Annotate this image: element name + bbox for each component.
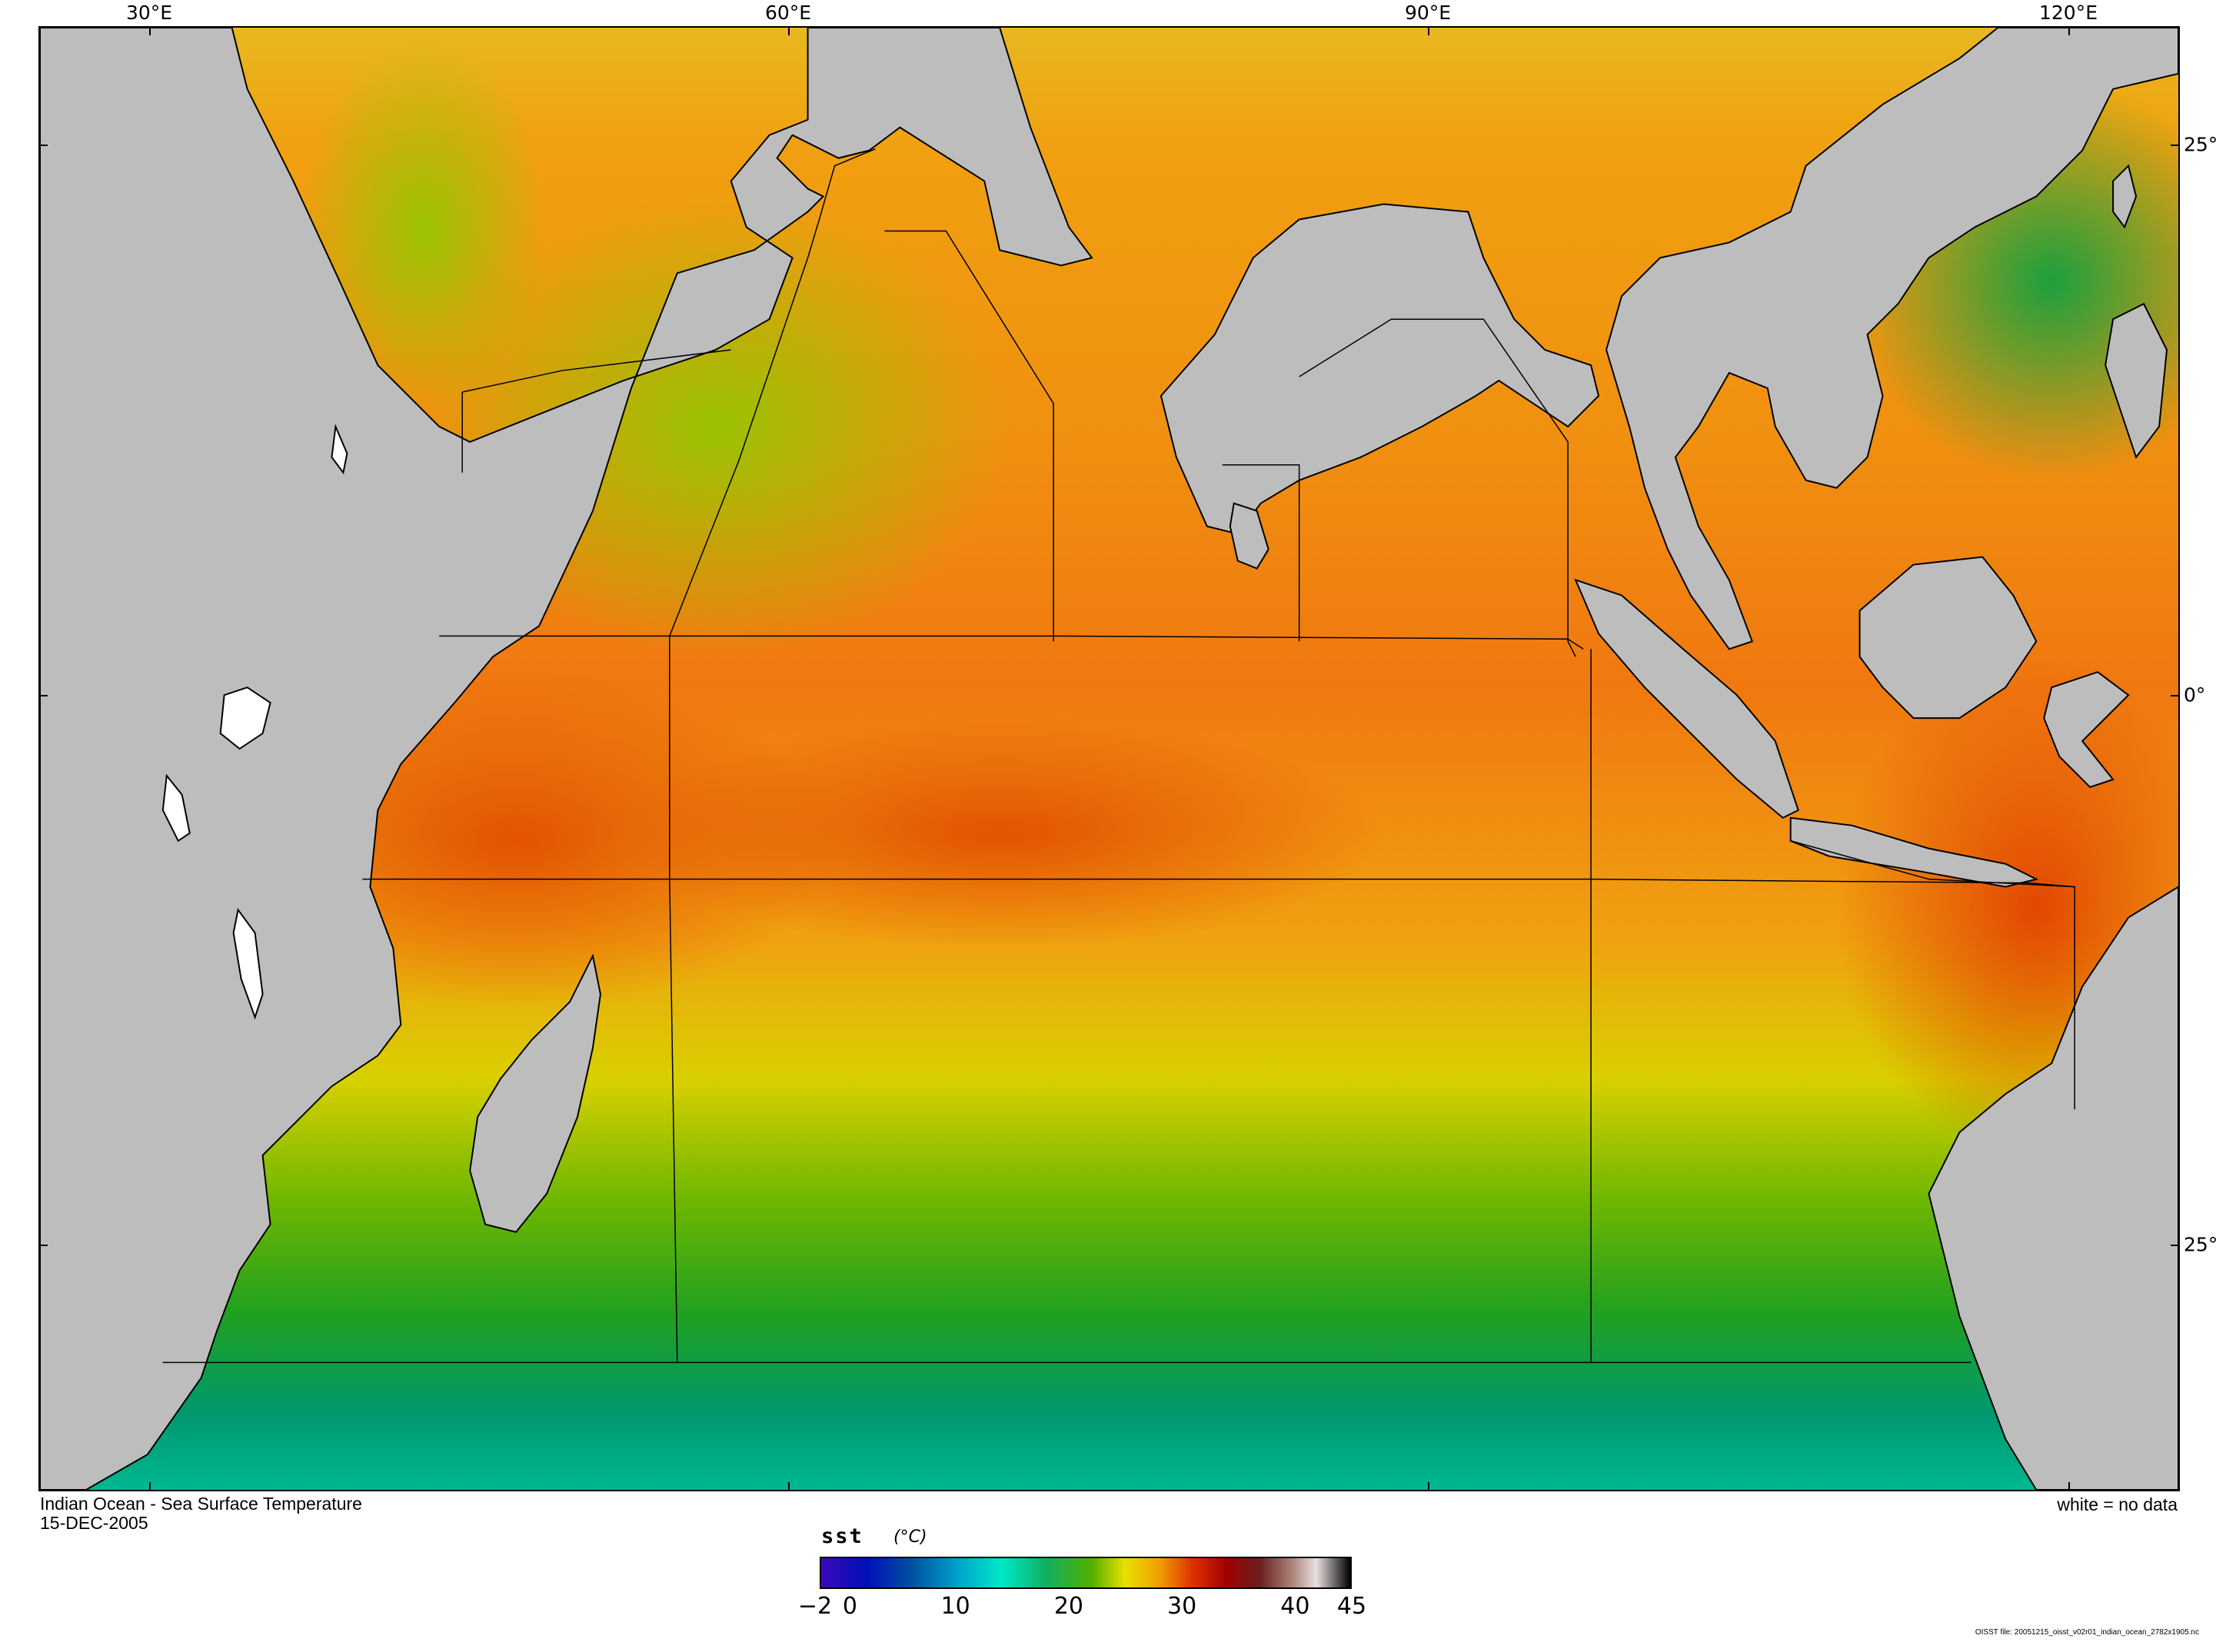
- lon-tick-mark-bottom-60e: [788, 1482, 790, 1491]
- lon-tick-label-60e: 60°E: [764, 2, 812, 24]
- lon-tick-label-120e: 120°E: [2038, 2, 2098, 24]
- no-data-areas: [161, 424, 348, 1020]
- colorbar-tick-label: 10: [940, 1593, 970, 1620]
- colorbar-tick-label: −2: [797, 1593, 833, 1620]
- no-data-note: white = no data: [2057, 1494, 2178, 1514]
- map-title-block: Indian Ocean - Sea Surface Temperature 1…: [40, 1494, 362, 1533]
- lon-tick-mark-bottom-90e: [1428, 1482, 1429, 1491]
- lat-tick-mark-left-25n: [38, 145, 48, 146]
- lon-tick-mark-top-60e: [788, 26, 790, 35]
- colorbar-tick-label: 40: [1280, 1593, 1310, 1620]
- warm-band-central: [615, 718, 1384, 949]
- lat-tick-mark-right-25s: [2171, 1245, 2180, 1246]
- colorbar-tick-label: 30: [1167, 1593, 1197, 1620]
- colorbar: [820, 1557, 1352, 1589]
- lon-tick-mark-top-90e: [1428, 26, 1429, 35]
- lat-tick-mark-left-0: [38, 695, 48, 696]
- legend-unit: (°C): [893, 1527, 927, 1547]
- sst-map: [38, 26, 2180, 1491]
- lon-tick-mark-bottom-120e: [2068, 1482, 2070, 1491]
- lat-tick-mark-left-25s: [38, 1245, 48, 1246]
- colorbar-tick-label: 20: [1053, 1593, 1083, 1620]
- lat-tick-label-25s: 25°: [2184, 1233, 2216, 1256]
- map-date: 15-DEC-2005: [40, 1513, 148, 1533]
- region-boundaries: [162, 148, 2075, 1364]
- colorbar-tick-label: 0: [842, 1593, 857, 1620]
- lon-tick-label-30e: 30°E: [125, 2, 173, 24]
- lon-tick-mark-bottom-30e: [149, 1482, 151, 1491]
- file-note: OISST file: 20051215_oisst_v02r01_indian…: [1975, 1628, 2199, 1637]
- sst-map-canvas: [40, 28, 2178, 1490]
- lon-tick-mark-top-30e: [149, 26, 151, 35]
- red-sea-gulf-region: [301, 42, 547, 411]
- land-masses: [40, 28, 2178, 1490]
- lat-tick-label-25n: 25°: [2184, 133, 2216, 156]
- lon-tick-mark-top-120e: [2068, 26, 2070, 35]
- colorbar-tick-label: 45: [1336, 1593, 1367, 1620]
- lon-tick-label-90e: 90°E: [1404, 2, 1452, 24]
- lat-tick-label-0: 0°: [2184, 683, 2206, 706]
- lat-tick-mark-right-0: [2171, 695, 2180, 696]
- legend-variable: sst: [821, 1524, 863, 1548]
- map-title: Indian Ocean - Sea Surface Temperature: [40, 1494, 362, 1514]
- lat-tick-mark-right-25n: [2171, 145, 2180, 146]
